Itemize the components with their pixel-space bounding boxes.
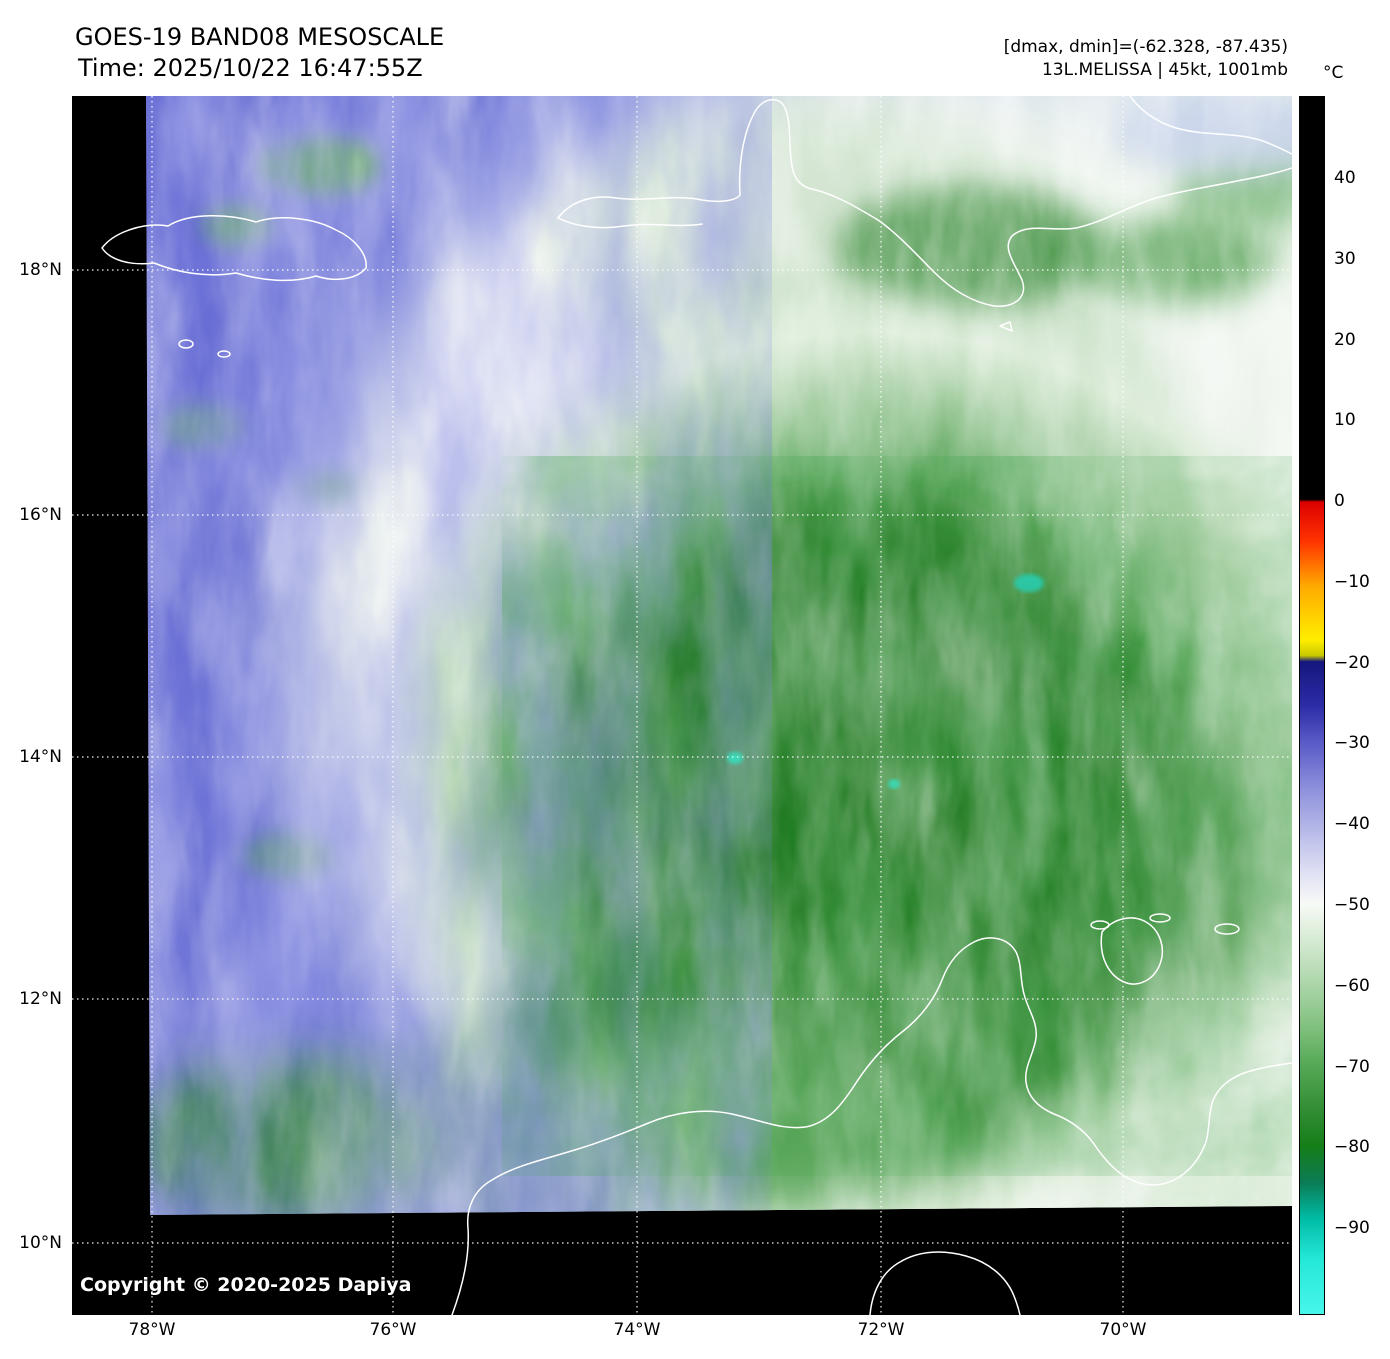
lon-tick-label: 72°W: [857, 1320, 905, 1340]
coastline-island: [1090, 920, 1110, 930]
colorbar-tick-label: −70: [1334, 1057, 1370, 1077]
coastline-hispaniola-south: [557, 98, 1292, 307]
coastline-jamaica: [101, 215, 367, 282]
colorbar-tick-label: 10: [1334, 410, 1356, 430]
lon-tick-label: 78°W: [128, 1320, 176, 1340]
data-range-label: [dmax, dmin]=(-62.328, -87.435): [1003, 37, 1288, 57]
lat-tick-label: 14°N: [19, 747, 62, 767]
cold-overshoot-spot: [1014, 574, 1044, 592]
lat-tick-label: 10°N: [19, 1233, 62, 1253]
colorbar-tick-label: −50: [1334, 895, 1370, 915]
coastlines: [101, 96, 1292, 1315]
colorbar-tick-label: 0: [1334, 491, 1345, 511]
colorbar-tick-label: 30: [1334, 249, 1356, 269]
colorbar-tick-label: 20: [1334, 330, 1356, 350]
colorbar: [1299, 96, 1325, 1315]
lon-tick-label: 76°W: [369, 1320, 417, 1340]
coastline-tiburon-south-edge: [557, 217, 703, 229]
coastline-hispaniola-northeast: [1129, 96, 1292, 155]
coastline-cay: [178, 339, 194, 349]
page-title: GOES-19 BAND08 MESOSCALE: [75, 23, 445, 51]
timestamp: Time: 2025/10/22 16:47:55Z: [78, 54, 423, 82]
lat-tick-label: 12°N: [19, 989, 62, 1009]
coastline-cape-beata: [999, 321, 1013, 332]
colorbar-unit-label: °C: [1323, 63, 1344, 83]
colorbar-tick-label: −20: [1334, 653, 1370, 673]
coastline-bottom-inlet: [869, 1251, 1021, 1315]
gridlines: [72, 96, 1292, 1315]
coastline-south-america: [451, 937, 1292, 1315]
satellite-map: Copyright © 2020-2025 Dapiya: [72, 96, 1292, 1315]
copyright-notice: Copyright © 2020-2025 Dapiya: [80, 1274, 412, 1296]
coastline-island: [1214, 923, 1240, 935]
header-info: [dmax, dmin]=(-62.328, -87.435) 13L.MELI…: [1004, 36, 1288, 82]
coastline-island: [1149, 913, 1171, 923]
satellite-image: [72, 96, 1292, 1315]
lon-tick-label: 74°W: [613, 1320, 661, 1340]
lat-tick-label: 18°N: [19, 260, 62, 280]
lon-tick-label: 70°W: [1099, 1320, 1147, 1340]
cold-overshoot-spot: [727, 752, 743, 764]
satellite-data-region: [146, 96, 1292, 1215]
colorbar-tick-label: −80: [1334, 1137, 1370, 1157]
cold-overshoot-spot: [888, 779, 900, 789]
colorbar-tick-label: −60: [1334, 976, 1370, 996]
colorbar-tick-label: −30: [1334, 733, 1370, 753]
coastline-cay: [217, 350, 231, 358]
colorbar-tick-label: −90: [1334, 1218, 1370, 1238]
lat-tick-label: 16°N: [19, 505, 62, 525]
storm-status-label: 13L.MELISSA | 45kt, 1001mb: [1041, 60, 1288, 80]
colorbar-tick-label: −40: [1334, 814, 1370, 834]
colorbar-tick-label: −10: [1334, 572, 1370, 592]
colorbar-tick-label: 40: [1334, 168, 1356, 188]
coastline-lake-maracaibo: [1100, 917, 1164, 985]
